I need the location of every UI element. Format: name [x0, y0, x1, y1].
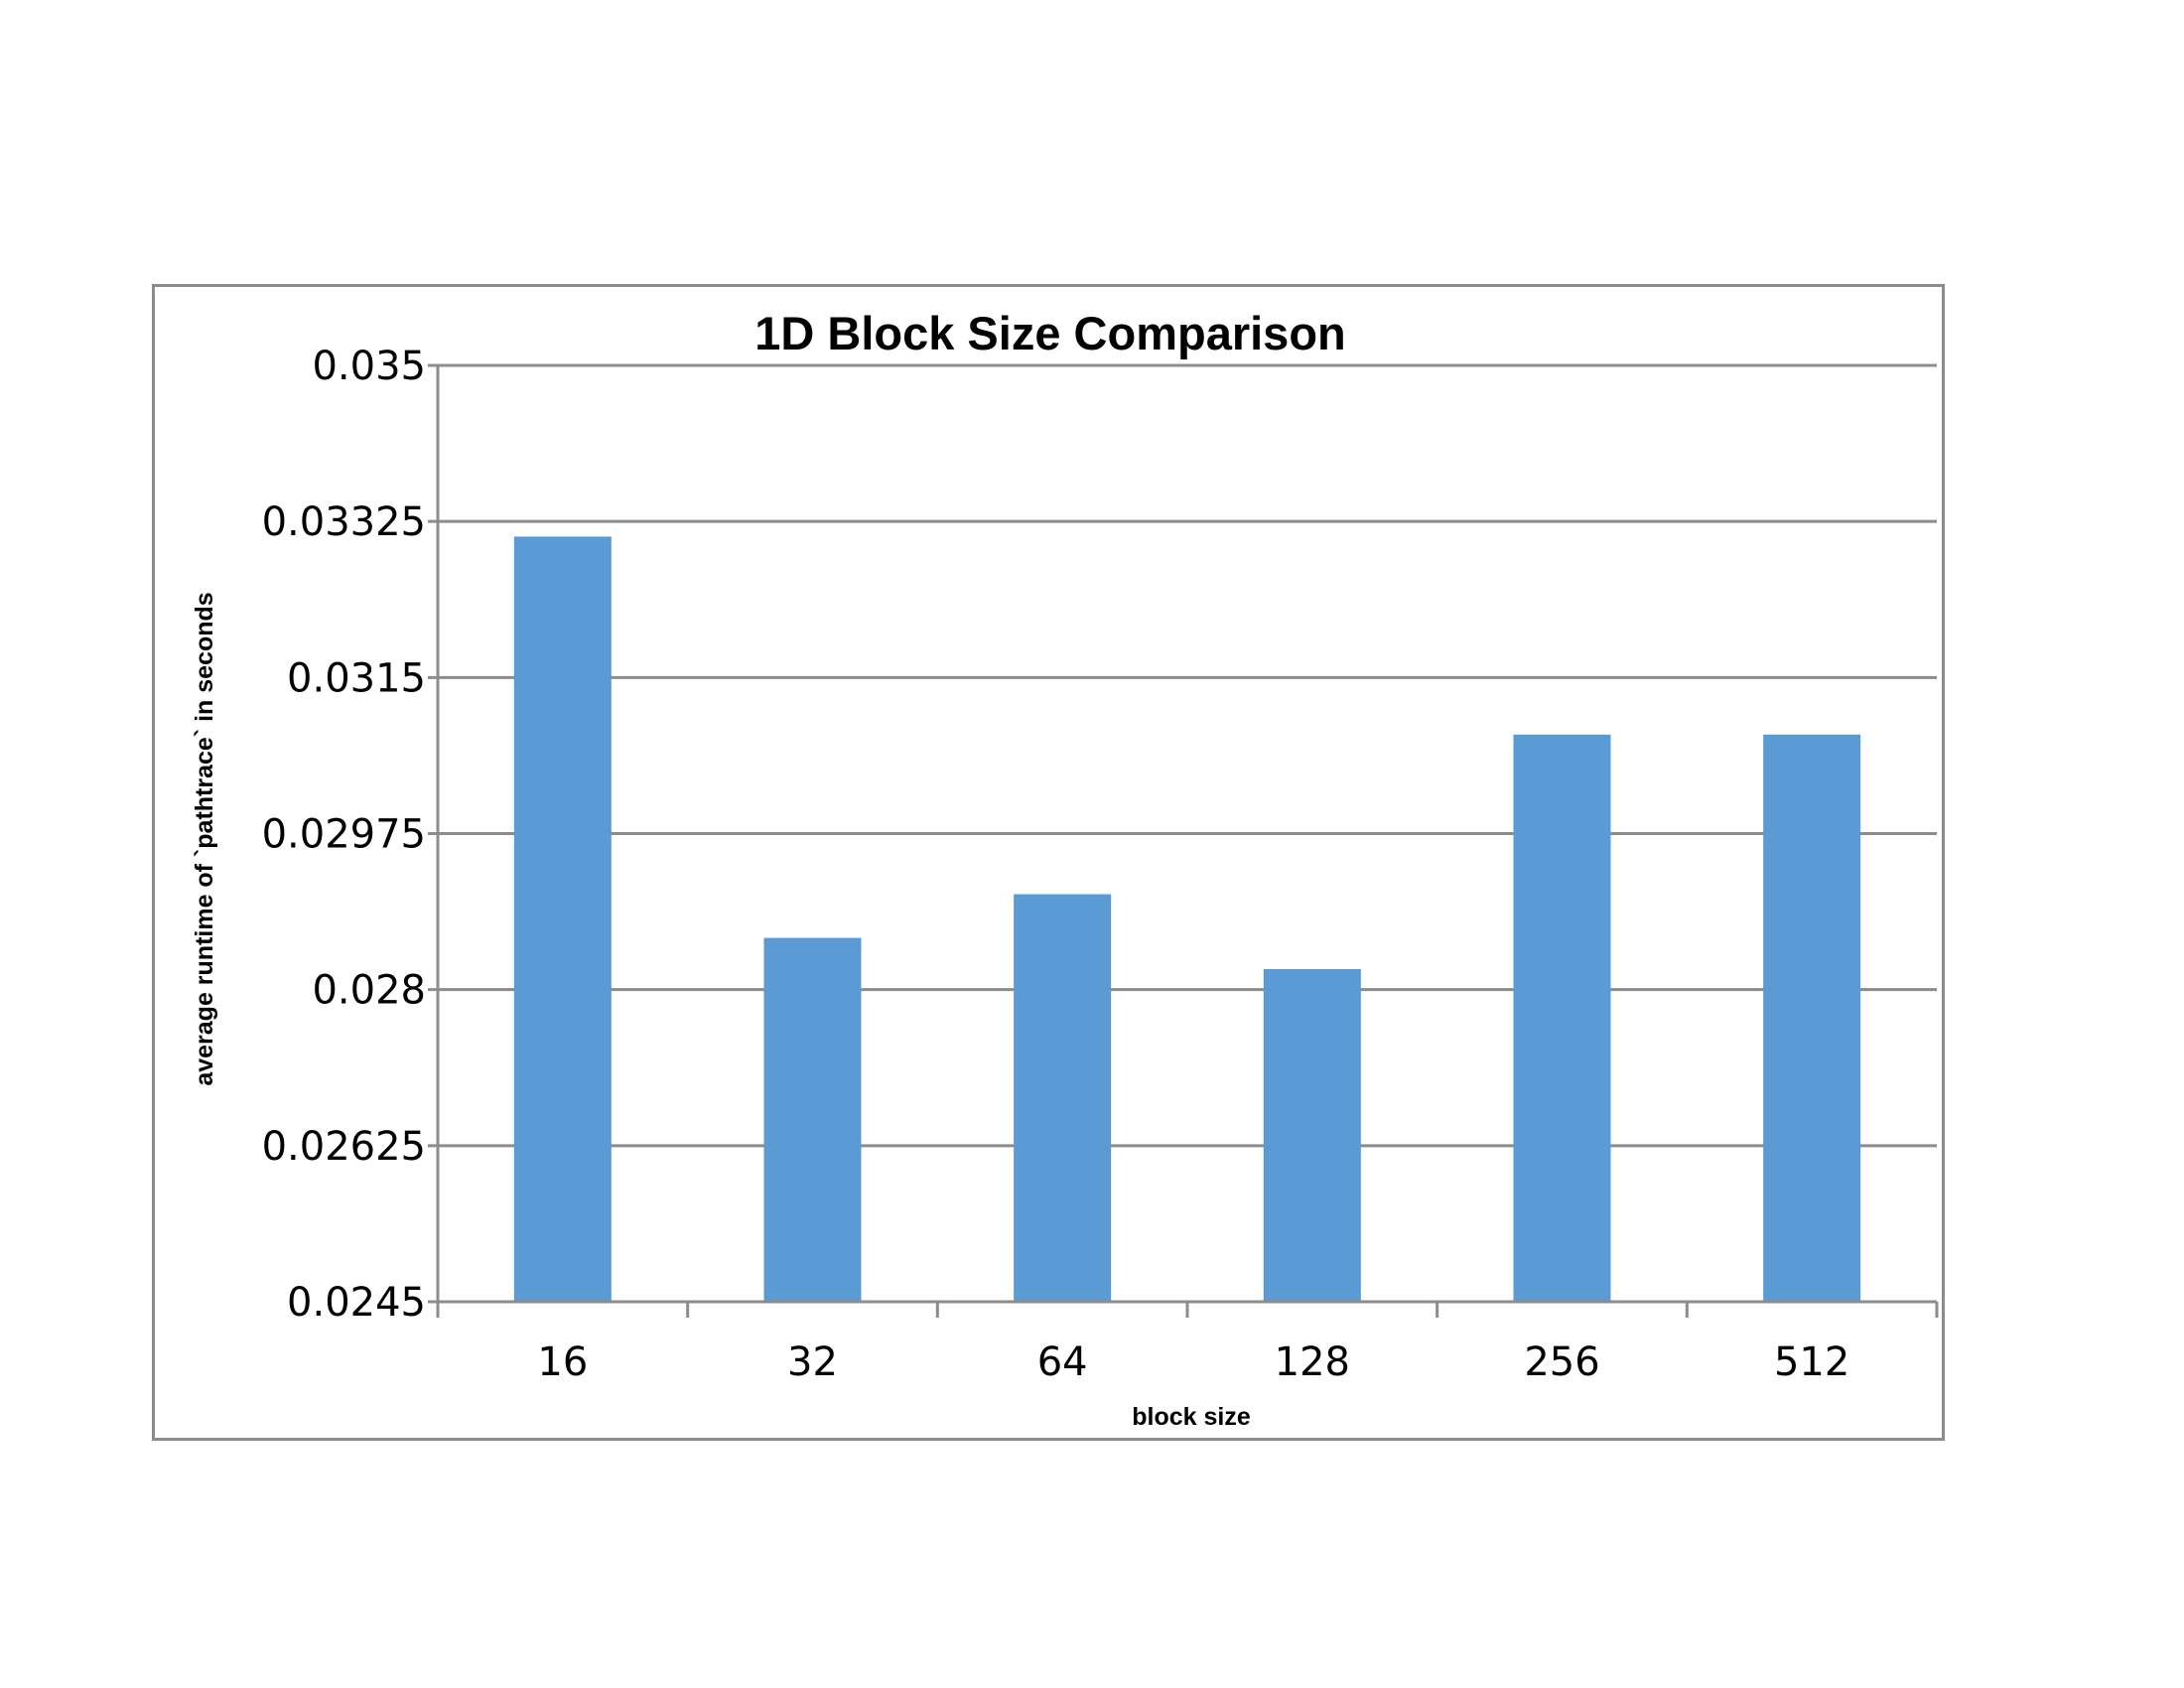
bar-32 [763, 937, 862, 1302]
y-axis-label: average runtime of `pathtrace` in second… [191, 592, 218, 1085]
y-tick-label: 0.03325 [262, 499, 426, 545]
y-tick-label: 0.0315 [287, 655, 426, 701]
gridlines [428, 363, 1937, 1148]
y-tick-label: 0.0245 [287, 1280, 426, 1326]
y-tick-labels: 0.0245 0.02625 0.028 0.02975 0.0315 0.03325 0.… [262, 344, 426, 1326]
x-tick-label: 32 [787, 1339, 838, 1385]
x-tick-label: 16 [537, 1339, 588, 1385]
y-tick-label: 0.02625 [262, 1124, 426, 1170]
x-axis-label: block size [1132, 1403, 1251, 1431]
x-tick-label: 64 [1037, 1339, 1088, 1385]
chart-title: 1D Block Size Comparison [754, 307, 1346, 359]
y-tick-label: 0.028 [312, 968, 426, 1014]
bar-256 [1513, 734, 1611, 1302]
bar-512 [1763, 734, 1861, 1302]
axes [428, 365, 1939, 1318]
y-tick-label: 0.02975 [262, 812, 426, 858]
x-tick-labels: 16 32 64 128 256 512 [537, 1339, 1849, 1385]
bars [513, 536, 1861, 1302]
bar-128 [1263, 969, 1361, 1302]
x-tick-label: 128 [1275, 1339, 1350, 1385]
y-tick-label: 0.035 [312, 344, 426, 389]
x-tick-label: 256 [1524, 1339, 1599, 1385]
x-tick-label: 512 [1774, 1339, 1849, 1385]
bar-16 [513, 536, 612, 1302]
bar-64 [1014, 894, 1112, 1302]
